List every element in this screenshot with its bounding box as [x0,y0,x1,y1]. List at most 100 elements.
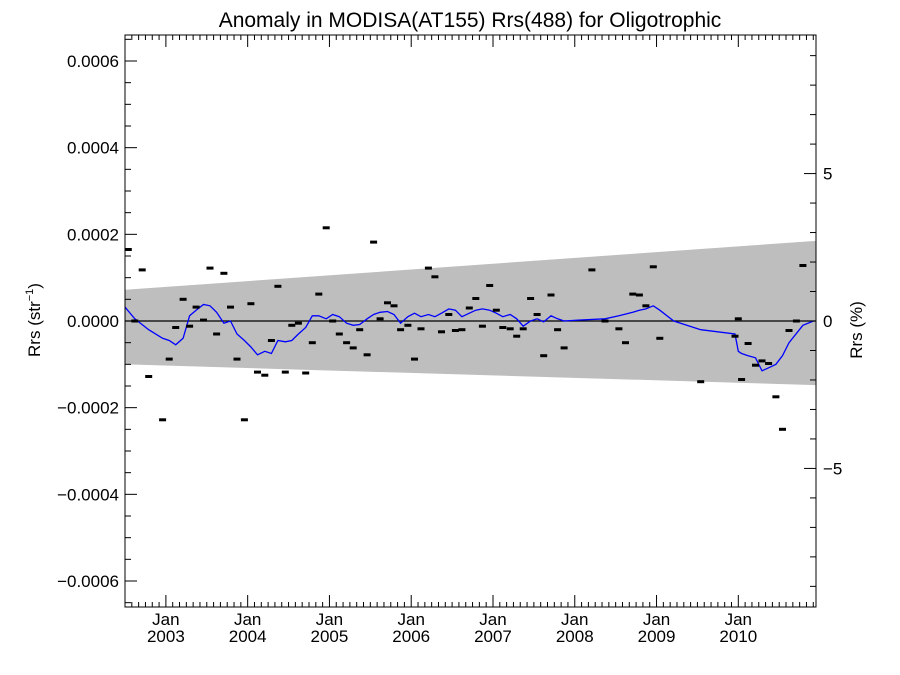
data-points-layer [124,226,807,431]
data-point [390,304,398,308]
data-point [370,240,378,244]
y-tick-label: 0.0006 [67,52,119,71]
data-point [138,268,146,272]
data-point [179,297,187,301]
data-point [322,226,330,230]
data-point [635,293,643,297]
data-point [288,323,296,327]
data-point [431,275,439,279]
data-point [397,328,405,332]
data-point [499,326,507,329]
data-point [779,427,786,431]
x-tick-year: 2009 [638,627,676,646]
x-tick-month: Jan [725,610,752,629]
data-point [349,346,357,350]
data-point [240,418,248,422]
y2-tick-label: 5 [823,165,832,184]
x-tick-year: 2005 [311,627,349,646]
data-point [343,341,351,345]
data-point [519,327,527,331]
data-point [172,326,180,329]
data-point [478,324,486,328]
data-point [492,308,500,312]
data-point [799,264,807,267]
data-point [267,339,275,342]
x-tick-year: 2010 [719,627,757,646]
data-point [247,302,255,306]
data-point [438,330,445,334]
y-tick-label: −0.0006 [57,572,119,591]
data-point [376,317,384,321]
x-tick-year: 2006 [392,627,430,646]
data-point [622,341,629,345]
data-point [302,371,310,375]
data-point [540,354,548,358]
data-point [656,336,664,340]
data-point [384,301,391,305]
x-tick-year: 2004 [229,627,267,646]
data-point [308,341,316,345]
y2-axis-ticks: 5 0 −5 [804,55,842,587]
x-axis-ticks: Jan2003Jan2004Jan2005Jan2006Jan2007Jan20… [124,35,814,646]
data-point [145,375,153,378]
data-point [772,395,780,399]
data-point [206,266,214,270]
data-point [731,334,739,338]
data-point [734,317,742,321]
data-point [472,297,480,300]
data-point [744,342,752,345]
x-tick-month: Jan [479,610,506,629]
data-point [213,332,221,336]
x-tick-month: Jan [398,610,425,629]
data-point [335,332,343,336]
data-point [356,328,364,332]
data-point [281,370,289,374]
y-tick-label: 0.0000 [67,312,119,331]
y2-axis-label: Rrs (%) [847,301,866,359]
y-tick-label: −0.0004 [57,485,119,504]
y-axis-ticks: 0.0006 0.0004 0.0002 0.0000 −0.0002 −0.0004 −0… [57,38,137,604]
data-point [752,363,759,367]
data-point [697,380,705,384]
data-point [601,319,609,323]
x-tick-month: Jan [234,610,261,629]
data-point [642,304,650,308]
data-point [785,329,793,332]
data-point [560,346,568,350]
data-point [554,328,562,332]
data-point [294,321,302,325]
data-point [588,268,596,272]
data-point [451,329,459,332]
data-point [758,359,766,363]
data-point [274,284,282,288]
data-point [329,319,337,323]
data-point [486,284,494,287]
x-tick-month: Jan [561,610,588,629]
data-point [124,248,132,251]
x-tick-year: 2007 [474,627,512,646]
data-point [192,305,200,309]
data-point [200,318,207,322]
data-point [159,418,167,422]
data-point [417,327,425,331]
y2-tick-label: 0 [823,312,832,331]
y-axis-label-superscript: −1 [24,289,36,302]
data-point [227,305,234,309]
data-point [411,357,418,361]
data-point [261,373,269,377]
y-axis-label-tail: ) [25,283,44,289]
data-point [765,362,773,365]
data-point [404,323,412,327]
data-point [513,334,521,338]
data-point [220,271,228,275]
data-point [424,266,432,270]
data-point [465,306,473,310]
y-tick-label: −0.0002 [57,399,119,418]
y-axis-label: Rrs (str−1) [24,283,44,357]
data-point [615,327,623,331]
x-tick-month: Jan [316,610,343,629]
data-point [547,293,555,297]
data-point [254,370,261,374]
data-point [233,357,241,361]
x-tick-month: Jan [152,610,179,629]
